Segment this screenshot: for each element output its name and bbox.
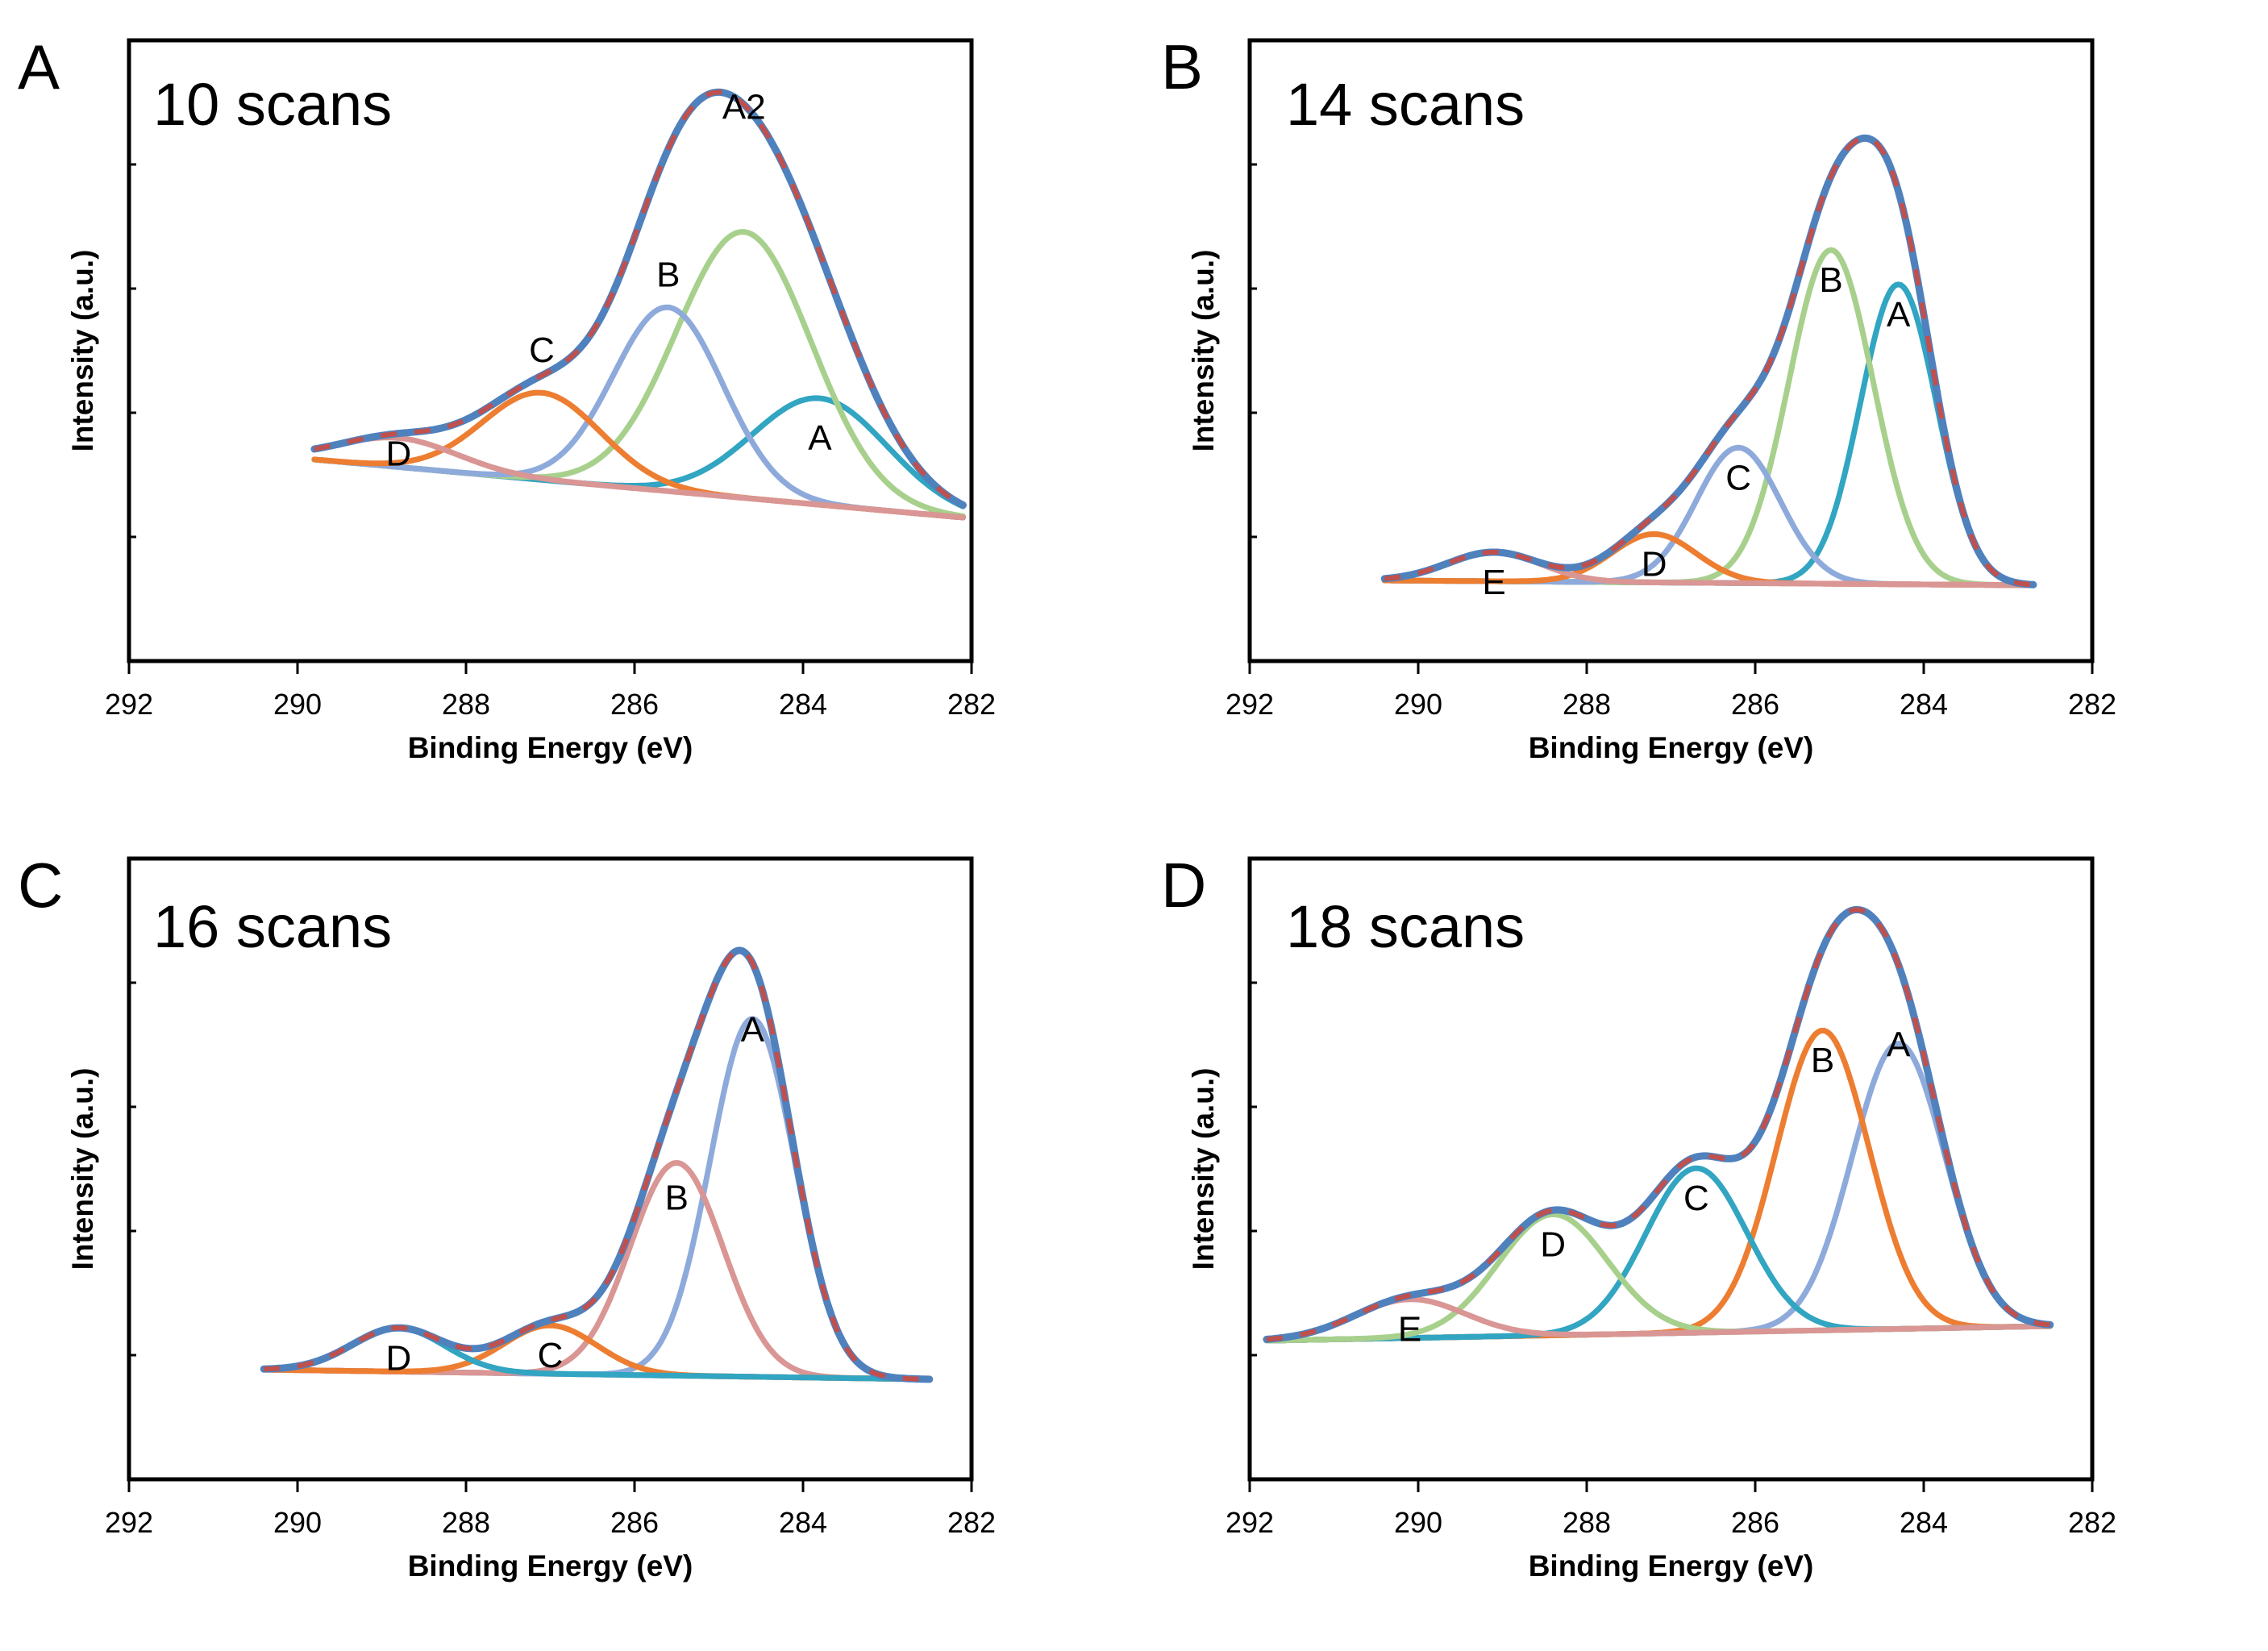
- panel-d-letter: D: [1161, 850, 1206, 921]
- panel-b-xtick-label: 284: [1900, 688, 1948, 721]
- panel-b-peak-label-d: D: [1642, 544, 1667, 584]
- panel-a-xtick-label: 288: [442, 688, 490, 721]
- panel-c-peak-label-d: D: [386, 1338, 412, 1378]
- panel-a-envelope-dash: [314, 89, 964, 508]
- panel-d-xtick-label: 282: [2068, 1506, 2116, 1539]
- panel-a-letter: A: [18, 31, 60, 102]
- panel-c-peak-label-a: A: [741, 1010, 765, 1050]
- panel-c-title: 16 scans: [153, 893, 392, 960]
- panel-b-xtick-label: 286: [1731, 688, 1779, 721]
- panel-a-peak-label-d: D: [386, 434, 412, 473]
- panel-a-xtick-label: 286: [610, 688, 659, 721]
- panel-c-peak-label-b: B: [665, 1178, 689, 1217]
- panel-d-envelope-dash: [1266, 907, 2051, 1342]
- panel-b: B 14 scans Intensity (a.u.) 292 290 288 286 284…: [1161, 31, 2116, 764]
- panel-c: C 16 scans Intensity (a.u.) 292 290 288 286 284…: [18, 850, 996, 1582]
- panel-d-xlabel: Binding Energy (eV): [1529, 1549, 1814, 1582]
- panel-c-peak-label-c: C: [538, 1336, 564, 1375]
- panel-b-xtick-label: 288: [1563, 688, 1611, 721]
- panel-d-xtick-label: 288: [1563, 1506, 1611, 1539]
- panel-d-ylabel: Intensity (a.u.): [1187, 1068, 1220, 1270]
- panel-b-title: 14 scans: [1286, 71, 1525, 138]
- panel-c-ylabel: Intensity (a.u.): [66, 1068, 99, 1270]
- panel-d-xtick-label: 286: [1731, 1506, 1779, 1539]
- panel-b-letter: B: [1161, 31, 1203, 102]
- panel-c-xtick-label: 292: [105, 1506, 153, 1539]
- panel-a-xtick-label: 290: [273, 688, 322, 721]
- panel-a-frame: [127, 38, 974, 663]
- panel-a-xtick-label: 282: [947, 688, 996, 721]
- panel-c-envelope: [260, 946, 934, 1383]
- panel-c-xtick-label: 284: [779, 1506, 827, 1539]
- panel-d-xtick-label: 290: [1394, 1506, 1442, 1539]
- panel-b-envelope-dash: [1384, 135, 2034, 588]
- panel-d-xtick-label: 284: [1900, 1506, 1948, 1539]
- panel-a-title: 10 scans: [153, 71, 392, 138]
- panel-b-xtick-label: 292: [1226, 688, 1274, 721]
- panel-b-xtick-label: 282: [2068, 688, 2116, 721]
- panel-a-ylabel: Intensity (a.u.): [66, 250, 99, 452]
- panel-d-title: 18 scans: [1286, 893, 1525, 960]
- panel-c-xtick-label: 288: [442, 1506, 490, 1539]
- panel-d-peak-label-c: C: [1683, 1179, 1709, 1218]
- panel-b-xlabel: Binding Energy (eV): [1529, 731, 1814, 764]
- panel-a-xtick-label: 292: [105, 688, 153, 721]
- panel-b-peak-label-c: C: [1725, 458, 1751, 497]
- panel-a-peak-label-c: C: [529, 331, 555, 370]
- panel-b-ylabel: Intensity (a.u.): [1187, 250, 1220, 452]
- panel-c-xtick-label: 282: [947, 1506, 996, 1539]
- panel-a: A 10 scans Intensity (a.u.) 292 290 288 286 284…: [18, 31, 996, 764]
- panel-c-xtick-label: 286: [610, 1506, 659, 1539]
- panel-b-peak-label-a: A: [1887, 295, 1911, 335]
- panel-d-peak-label-d: D: [1540, 1225, 1566, 1264]
- panel-d-peak-label-e: E: [1398, 1310, 1421, 1349]
- panel-a-peak-label-a: A: [808, 418, 832, 458]
- panel-b-peak-label-e: E: [1482, 563, 1505, 602]
- panel-d-peak-label-b: B: [1811, 1041, 1834, 1080]
- panel-d-peak-label-a: A: [1887, 1025, 1911, 1064]
- panel-a-xtick-label: 284: [779, 688, 827, 721]
- panel-c-letter: C: [18, 850, 63, 921]
- panel-a-peak-label-a2: A2: [722, 88, 766, 127]
- panel-a-peak-d: [311, 435, 966, 521]
- panel-b-peak-label-b: B: [1819, 260, 1842, 300]
- panel-c-xtick-label: 290: [273, 1506, 322, 1539]
- panel-d-xtick-label: 292: [1226, 1506, 1274, 1539]
- panel-b-frame: [1247, 38, 2095, 663]
- panel-a-peak-label-b: B: [656, 255, 680, 294]
- panel-b-xtick-label: 290: [1394, 688, 1442, 721]
- panel-d: D 18 scans Intensity (a.u.) 292 290 288 286 284…: [1161, 850, 2116, 1582]
- panel-a-xlabel: Binding Energy (eV): [408, 731, 693, 764]
- panel-c-xlabel: Binding Energy (eV): [408, 1549, 693, 1582]
